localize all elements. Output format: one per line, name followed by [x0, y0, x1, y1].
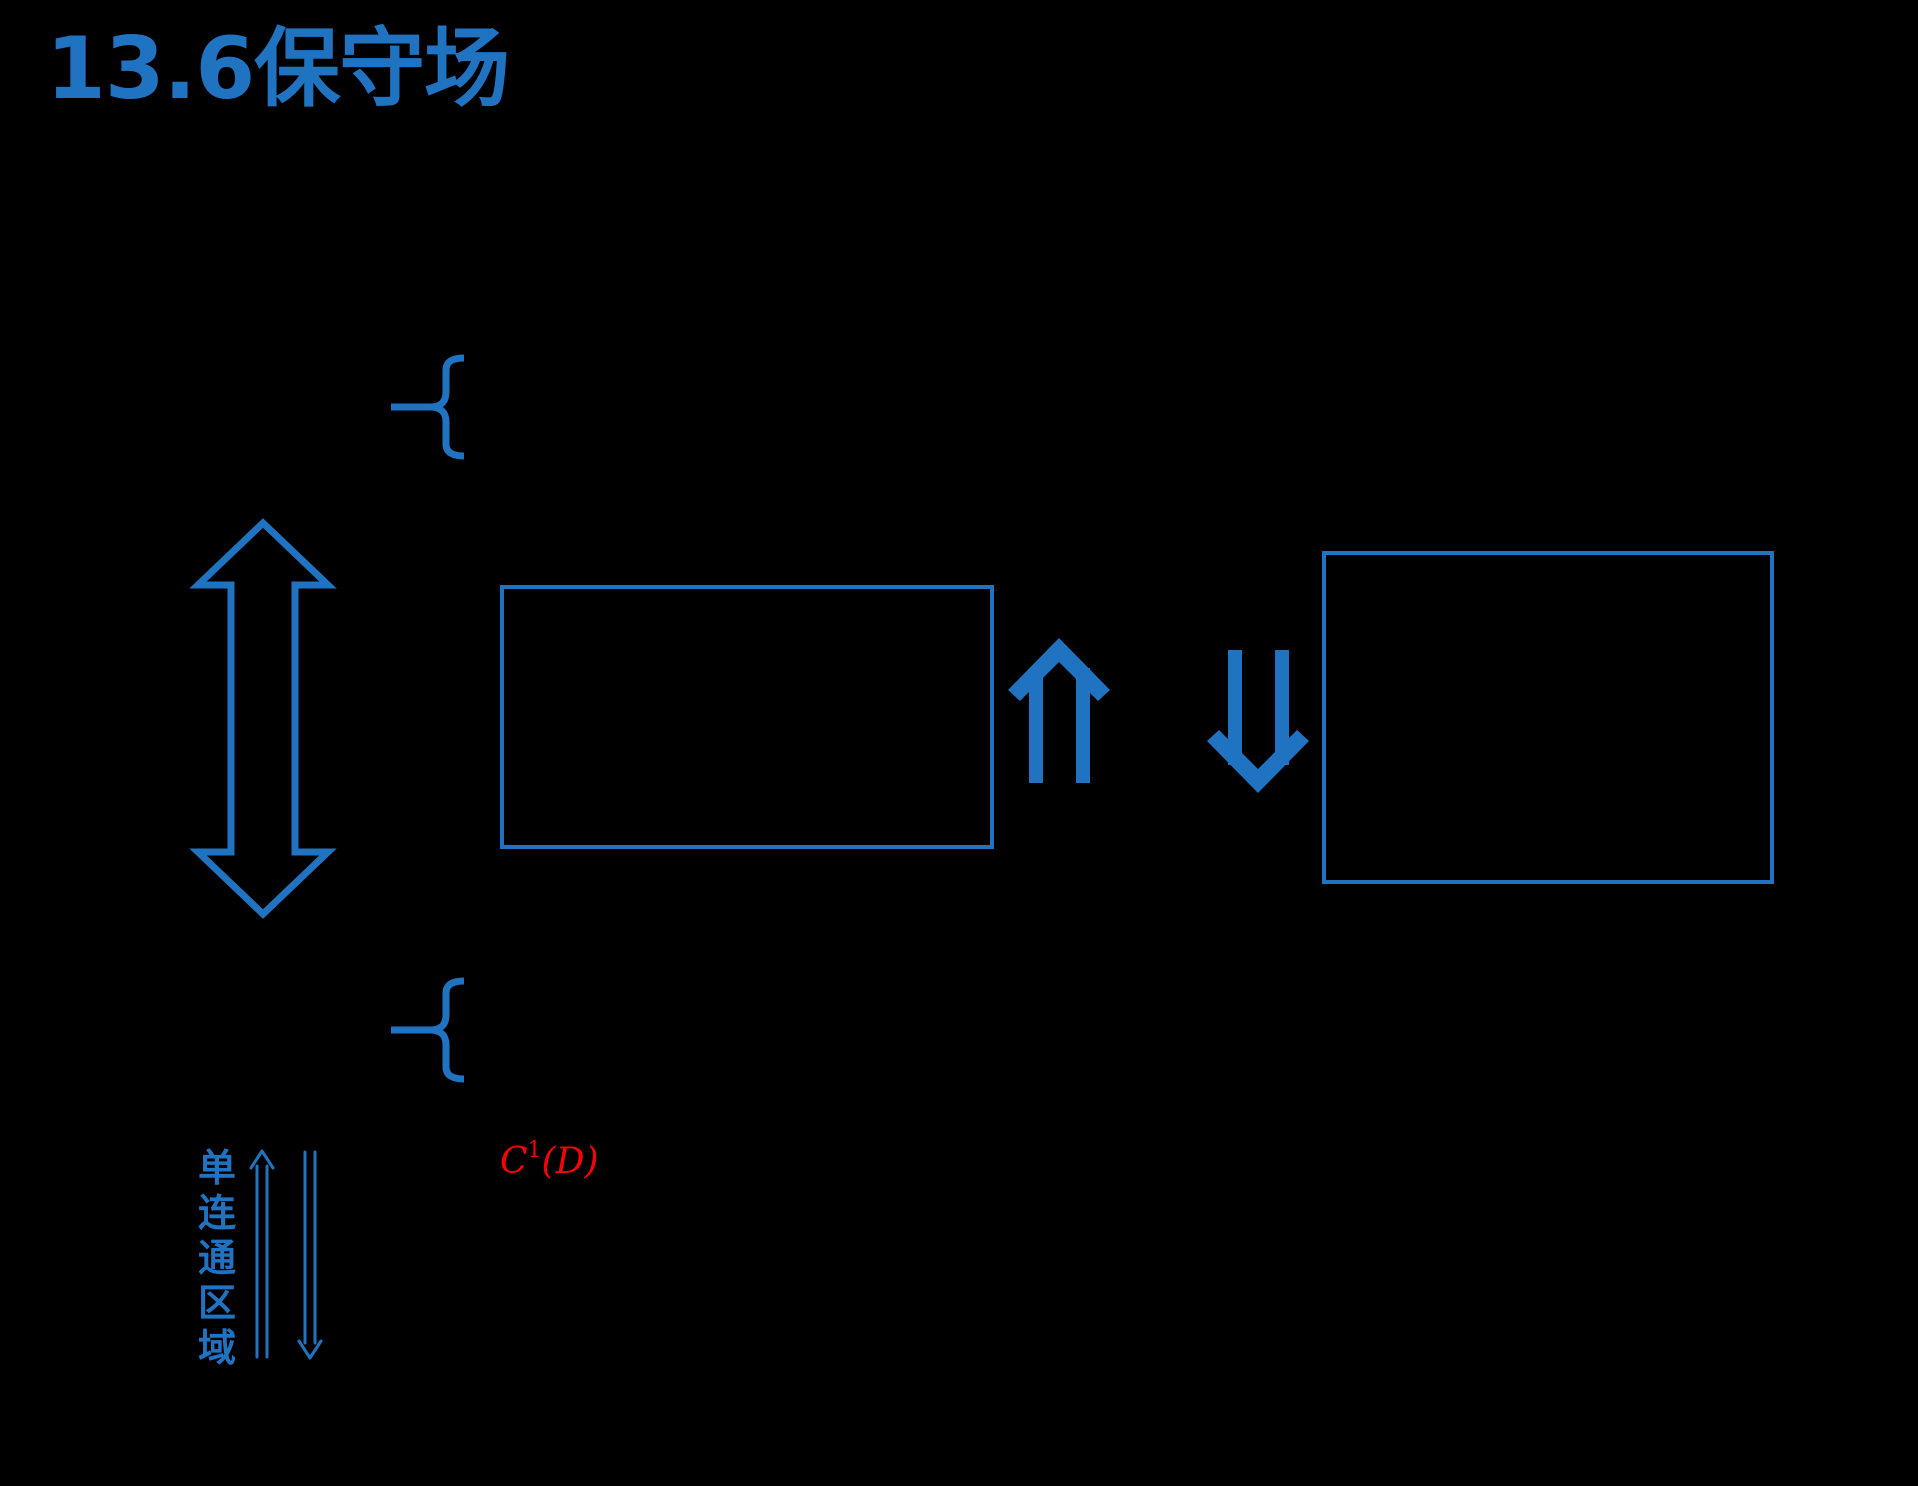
- middle-box: [500, 585, 994, 849]
- bottom-brace-icon: [391, 977, 465, 1083]
- top-brace-icon: [391, 354, 465, 460]
- page-title: 13.6保守场: [46, 19, 510, 119]
- function-space-label: C1(D): [500, 1138, 599, 1182]
- function-space-symbol: C: [500, 1141, 528, 1182]
- small-double-up-arrow-icon: [249, 1149, 275, 1359]
- right-box: [1322, 551, 1774, 884]
- function-space-argument: (D): [541, 1141, 599, 1182]
- implies-up-arrow-icon: [1008, 638, 1110, 783]
- double-headed-arrow-icon: [189, 518, 337, 919]
- function-space-superscript: 1: [527, 1138, 542, 1163]
- implies-down-arrow-icon: [1207, 650, 1309, 793]
- small-double-down-arrow-icon: [297, 1150, 323, 1360]
- simply-connected-region-label: 单连通区域: [197, 1146, 236, 1370]
